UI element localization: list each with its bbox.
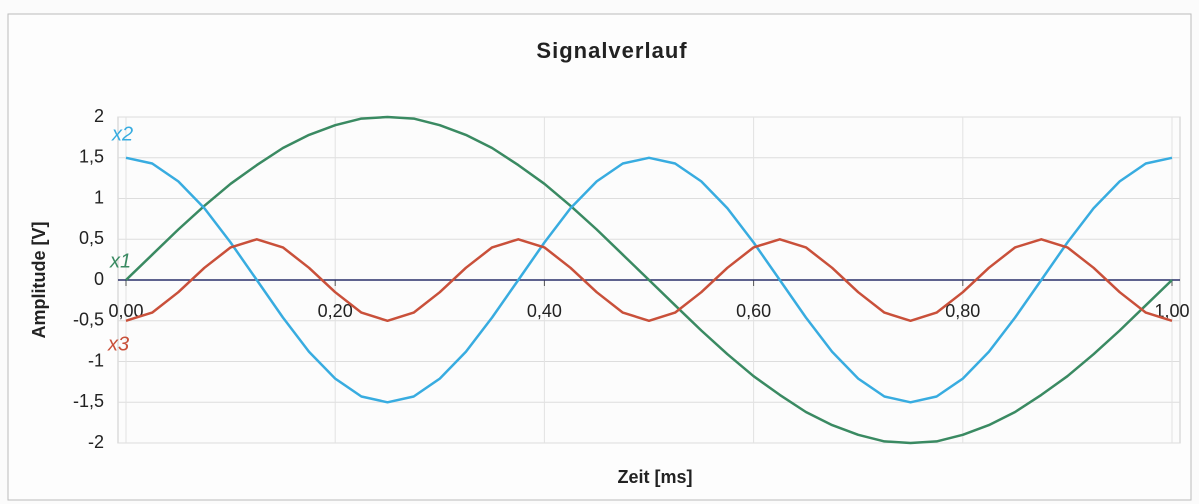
y-tick-label: -1,5 xyxy=(73,391,104,411)
y-tick-label: 1,5 xyxy=(79,147,104,167)
x-tick-label: 0,20 xyxy=(318,301,353,321)
annotation: x3 xyxy=(107,333,129,355)
x-tick-label: 0,00 xyxy=(108,301,143,321)
x-axis-label: Zeit [ms] xyxy=(617,467,692,487)
series-line xyxy=(125,238,1173,323)
x-tick-label: 1,00 xyxy=(1154,301,1189,321)
y-tick-label: 1 xyxy=(94,187,104,207)
x-tick-label: 0,40 xyxy=(527,301,562,321)
annotation: x2 xyxy=(111,123,133,145)
y-tick-label: 0 xyxy=(94,269,104,289)
y-tick-label: 0,5 xyxy=(79,228,104,248)
series-line xyxy=(125,156,1173,404)
y-axis-label: Amplitude [V] xyxy=(29,222,49,339)
x-tick-label: 0,80 xyxy=(945,301,980,321)
y-tick-label: 2 xyxy=(94,106,104,126)
chart-title: Signalverlauf xyxy=(536,38,687,63)
y-tick-label: -2 xyxy=(88,432,104,452)
annotation: x1 xyxy=(109,250,131,272)
y-tick-label: -0,5 xyxy=(73,310,104,330)
y-tick-label: -1 xyxy=(88,350,104,370)
x-tick-label: 0,60 xyxy=(736,301,771,321)
series-line xyxy=(125,115,1173,445)
